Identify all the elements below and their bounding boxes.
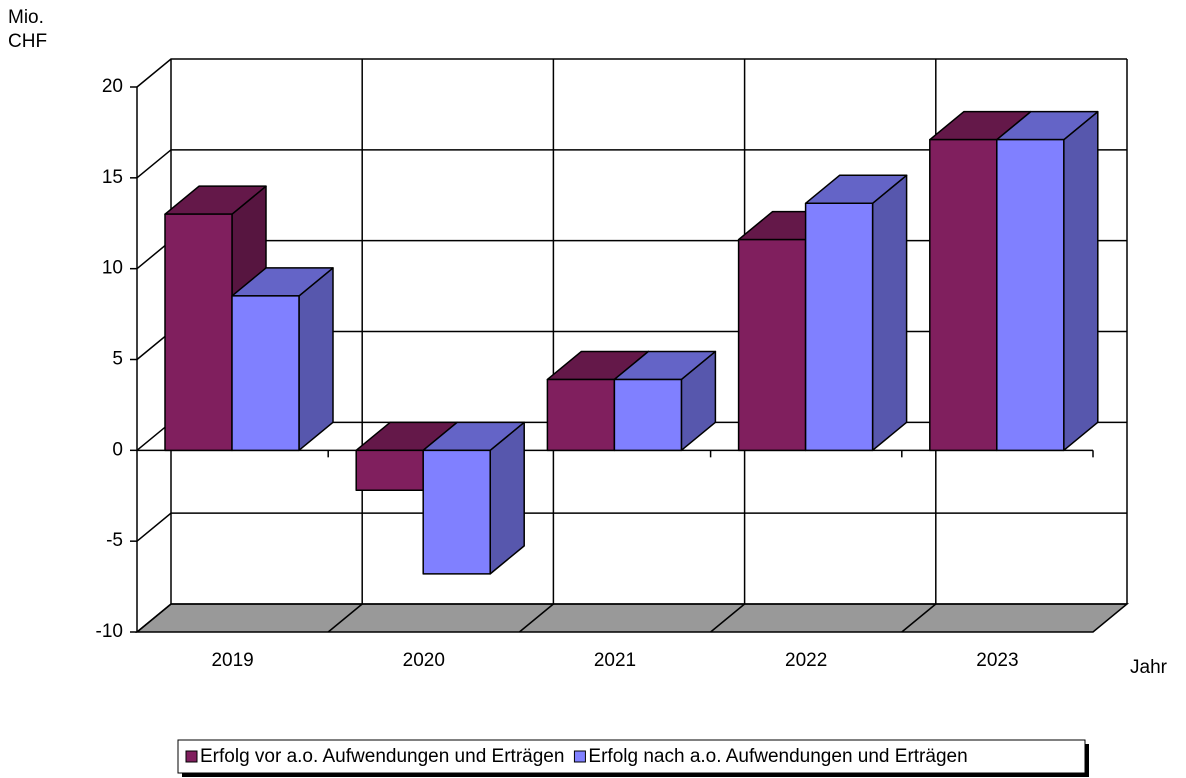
y-tick-label: 15 [102,167,123,188]
x-tick-label: 2023 [976,650,1018,671]
legend-swatch [573,750,586,763]
x-tick-label: 2019 [211,650,253,671]
x-tick-label: 2022 [785,650,827,671]
y-tick-label: -5 [106,530,123,551]
x-axis-label: Jahr [1130,657,1168,678]
legend-swatch [185,750,198,763]
bar [613,378,683,452]
bar [737,238,807,452]
bar-side [871,174,908,452]
bar [164,213,233,452]
legend-label: Erfolg vor a.o. Aufwendungen und Erträge… [200,746,564,767]
floor-line [710,603,746,633]
grid-line [136,603,1127,633]
legend-label: Erfolg nach a.o. Aufwendungen und Erträg… [588,746,967,767]
bar [804,202,874,452]
y-tick-label: 0 [112,439,123,460]
x-tick-label: 2020 [403,650,445,671]
grid-line [136,58,1127,88]
bar [929,138,998,452]
floor [134,603,1130,633]
floor-line [327,603,363,633]
bar-side [1063,110,1099,452]
bar [422,449,491,575]
floor-line [518,603,554,633]
bar [355,449,424,492]
y-tick-label: 20 [102,76,123,97]
grid-line [136,512,1127,542]
grid-line [136,149,1127,179]
y-tick-label: 10 [102,258,123,279]
bar-side [298,267,334,452]
bar [231,295,300,452]
y-tick-label: -10 [96,621,123,642]
floor-line [901,603,937,633]
y-tick-label: 5 [112,349,123,370]
bar [546,378,616,452]
y-axis-label: CHF [8,31,47,52]
legend [177,739,1086,774]
x-tick-label: 2021 [594,650,636,671]
bar [996,138,1065,452]
y-axis-label: Mio. [8,7,44,28]
